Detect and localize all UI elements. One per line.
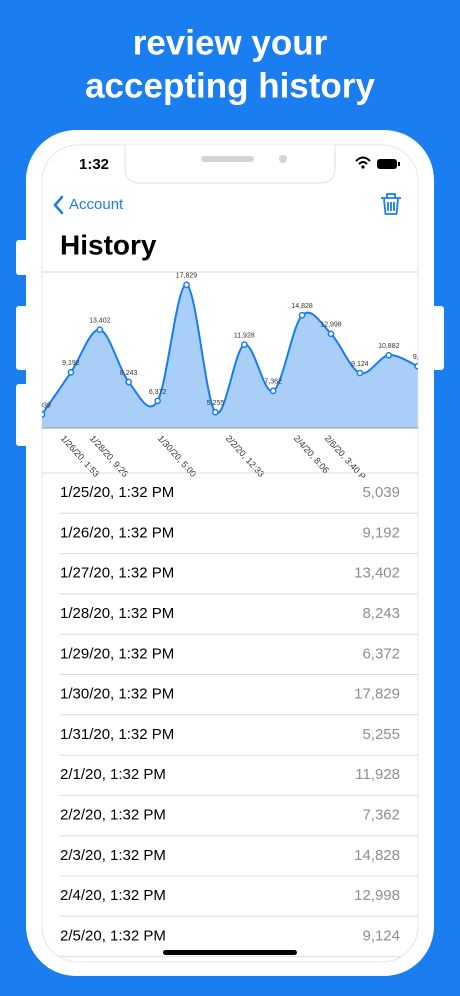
- point: [67, 369, 75, 376]
- point: [385, 351, 393, 359]
- page-title: History: [60, 229, 157, 260]
- side-button: [16, 240, 28, 275]
- point: [240, 341, 248, 349]
- row-value: 7,362: [362, 807, 400, 824]
- row-value: 8,243: [362, 605, 400, 622]
- point: [125, 378, 133, 386]
- row-value: 6,372: [362, 645, 400, 662]
- row-value: 5,039: [362, 484, 400, 501]
- point: [212, 408, 219, 416]
- point: [42, 411, 46, 418]
- point: [96, 326, 104, 334]
- trash-button[interactable]: [381, 193, 401, 215]
- row-value: 9,124: [362, 927, 400, 944]
- value-label: 11,928: [234, 332, 255, 339]
- value-label: 6,372: [149, 389, 167, 396]
- value-label: 8,243: [120, 370, 138, 377]
- row-value: 17,829: [354, 686, 400, 703]
- point: [183, 281, 190, 289]
- line: [42, 283, 418, 416]
- headline: review your: [133, 23, 328, 62]
- side-button: [16, 306, 28, 370]
- value-label: 9,192: [62, 360, 80, 367]
- row-date: 2/2/20, 1:32 PM: [60, 807, 166, 824]
- back-button[interactable]: Account: [69, 196, 124, 213]
- point: [414, 362, 418, 370]
- home-indicator: [163, 950, 297, 955]
- point: [327, 330, 335, 338]
- value-label: 10,882: [378, 343, 400, 350]
- row-date: 1/29/20, 1:32 PM: [60, 645, 174, 662]
- row-value: 5,255: [362, 726, 400, 743]
- screen-content: 1:32 Account History 5,039 9,192 13,402 8,2…: [33, 145, 423, 958]
- row-date: 1/31/20, 1:32 PM: [60, 726, 174, 743]
- row-value: 11,928: [355, 766, 400, 783]
- row-date: 1/28/20, 1:32 PM: [60, 605, 174, 622]
- area: [42, 284, 418, 428]
- row-date: 1/27/20, 1:32 PM: [60, 565, 174, 582]
- value-label: 14,828: [291, 303, 313, 310]
- row-value: 14,828: [354, 847, 400, 864]
- value-label: 7,362: [264, 379, 282, 386]
- row-value: 9,192: [362, 524, 400, 541]
- point: [154, 397, 161, 405]
- row-date: 1/26/20, 1:32 PM: [60, 524, 174, 541]
- row-date: 1/25/20, 1:32 PM: [60, 484, 174, 501]
- status-time: 1:32: [79, 156, 109, 173]
- point: [356, 369, 364, 377]
- row-date: 1/30/20, 1:32 PM: [60, 686, 174, 703]
- value-label: 12,998: [320, 322, 342, 329]
- row-date: 2/5/20, 1:32 PM: [60, 927, 166, 944]
- row-date: 2/1/20, 1:32 PM: [60, 766, 166, 783]
- value-label: 5,039: [33, 402, 51, 409]
- row-value: 12,998: [354, 887, 400, 904]
- back-chevron[interactable]: [53, 195, 64, 215]
- value-label: 9,8: [413, 354, 423, 361]
- value-label: 17,829: [176, 273, 198, 280]
- point: [298, 311, 306, 319]
- value-label: 13,402: [89, 318, 111, 325]
- history-list: 1/25/20, 1:32 PM 5,039 1/26/20, 1:32 PM 9,1…: [42, 472, 418, 958]
- row-date: 2/3/20, 1:32 PM: [60, 847, 166, 864]
- side-button: [16, 384, 28, 446]
- status-icons: [355, 156, 400, 169]
- camera: [279, 155, 287, 163]
- row-date: 2/4/20, 1:32 PM: [60, 887, 166, 904]
- speaker: [201, 156, 254, 162]
- value-label: 5,255: [207, 400, 225, 407]
- side-button: [432, 306, 444, 370]
- notch: [124, 145, 336, 184]
- row-value: 13,402: [354, 565, 400, 582]
- headline: accepting history: [85, 66, 375, 105]
- point: [269, 387, 277, 395]
- value-label: 9,124: [351, 361, 369, 368]
